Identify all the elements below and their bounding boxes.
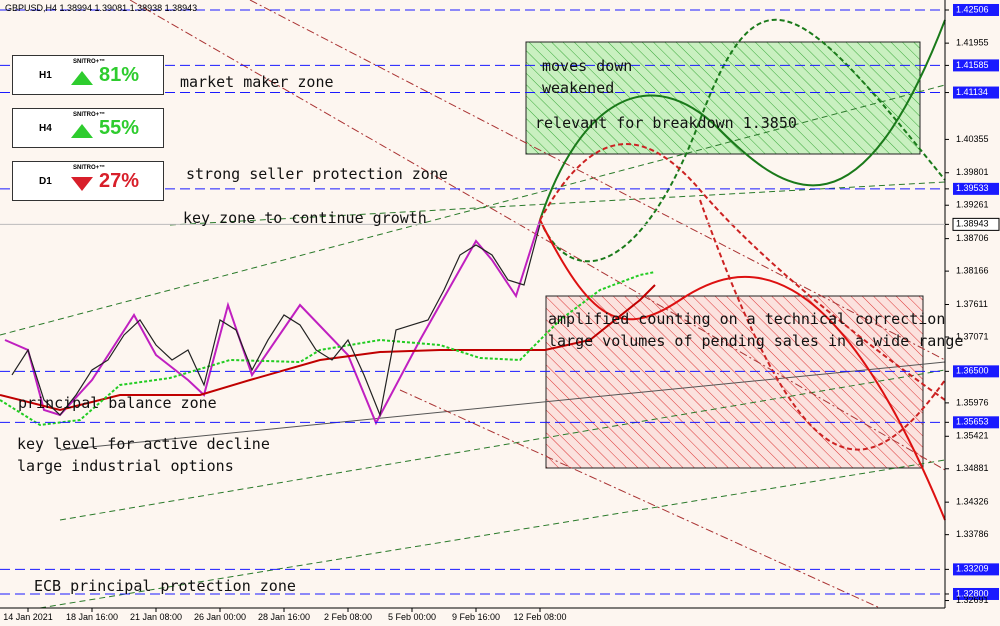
x-tick-label: 9 Feb 16:00: [452, 612, 500, 622]
signal-widget: H1 SNITRO+™ 81%: [12, 55, 164, 95]
timeframe: H4: [39, 123, 52, 134]
x-tick-label: 28 Jan 16:00: [258, 612, 310, 622]
y-tick-label: 1.40355: [956, 134, 989, 144]
signal-widget: D1 SNITRO+™ 27%: [12, 161, 164, 201]
x-tick-label: 18 Jan 16:00: [66, 612, 118, 622]
arrow: [71, 177, 93, 191]
tick-box: [953, 365, 999, 378]
annotation: moves down: [542, 57, 632, 75]
y-tick-label: 1.36500: [956, 366, 989, 376]
y-tick-label: 1.37611: [956, 299, 988, 309]
y-tick-label: 1.35653: [956, 417, 989, 427]
decor: [0, 0, 946, 609]
annotation: relevant for breakdown 1.3850: [535, 114, 797, 132]
tick-box: [953, 182, 999, 195]
y-tick-label: 1.33209: [956, 564, 989, 574]
y-tick-label: 1.35421: [956, 431, 989, 441]
y-tick-label: 1.41585: [956, 60, 989, 70]
y-tick-label: 1.41134: [956, 87, 988, 97]
brand: SNITRO+™: [73, 59, 106, 65]
timeframe: D1: [39, 176, 52, 187]
brand: SNITRO+™: [73, 112, 106, 118]
annotation: large volumes of pending sales in a wide…: [548, 332, 963, 350]
annotation: weakened: [542, 79, 614, 97]
x-tick-label: 14 Jan 2021: [3, 612, 53, 622]
y-tick-label: 1.37071: [956, 331, 989, 341]
signal-value: 55%: [99, 117, 140, 139]
y-tick-label: 1.41955: [956, 38, 989, 48]
y-tick-label: 1.39801: [956, 167, 989, 177]
price-line: [11, 224, 541, 418]
y-tick-label: 1.35976: [956, 397, 989, 407]
tick-box: [953, 587, 999, 600]
annotation: principal balance zone: [18, 394, 217, 412]
y-tick-label: 1.42506: [956, 4, 989, 14]
annotation: ECB principal protection zone: [34, 577, 296, 595]
arrow: [71, 71, 93, 85]
chart-title: GBPUSD,H4 1.38994 1.39081 1.38938 1.3894…: [5, 3, 197, 13]
x-tick-label: 26 Jan 00:00: [194, 612, 246, 622]
annotation: market maker zone: [180, 73, 334, 91]
y-tick-label: 1.32691: [956, 595, 989, 605]
y-tick-label: 1.38166: [956, 265, 989, 275]
x-tick-label: 21 Jan 08:00: [130, 612, 182, 622]
tick-box: [952, 217, 1000, 231]
y-tick-label: 1.38943: [956, 219, 989, 229]
signal-value: 27%: [99, 170, 140, 192]
y-tick-label: 1.34326: [956, 497, 989, 507]
y-tick-label: 1.39533: [956, 183, 989, 193]
tick-box: [953, 563, 999, 576]
y-tick-label: 1.39261: [956, 200, 989, 210]
tick-box: [953, 86, 999, 99]
y-tick-label: 1.38706: [956, 233, 989, 243]
x-tick-label: 5 Feb 00:00: [388, 612, 436, 622]
brand: SNITRO+™: [73, 165, 106, 171]
annotation: strong seller protection zone: [186, 165, 448, 183]
annotation: large industrial options: [17, 457, 234, 475]
y-tick-label: 1.33786: [956, 529, 989, 539]
timeframe: H1: [39, 70, 52, 81]
tick-box: [953, 416, 999, 429]
annotation: key zone to continue growth: [183, 209, 427, 227]
signal-value: 81%: [99, 64, 140, 86]
x-tick-label: 12 Feb 08:00: [513, 612, 566, 622]
x-tick-label: 2 Feb 08:00: [324, 612, 372, 622]
tick-box: [953, 3, 999, 16]
tick-box: [953, 59, 999, 72]
y-tick-label: 1.32800: [956, 588, 989, 598]
arrow: [71, 124, 93, 138]
y-tick-label: 1.34881: [956, 463, 989, 473]
annotation: amplified counting on a technical correc…: [548, 310, 945, 328]
annotation: key level for active decline: [17, 435, 270, 453]
signal-widget: H4 SNITRO+™ 55%: [12, 108, 164, 148]
